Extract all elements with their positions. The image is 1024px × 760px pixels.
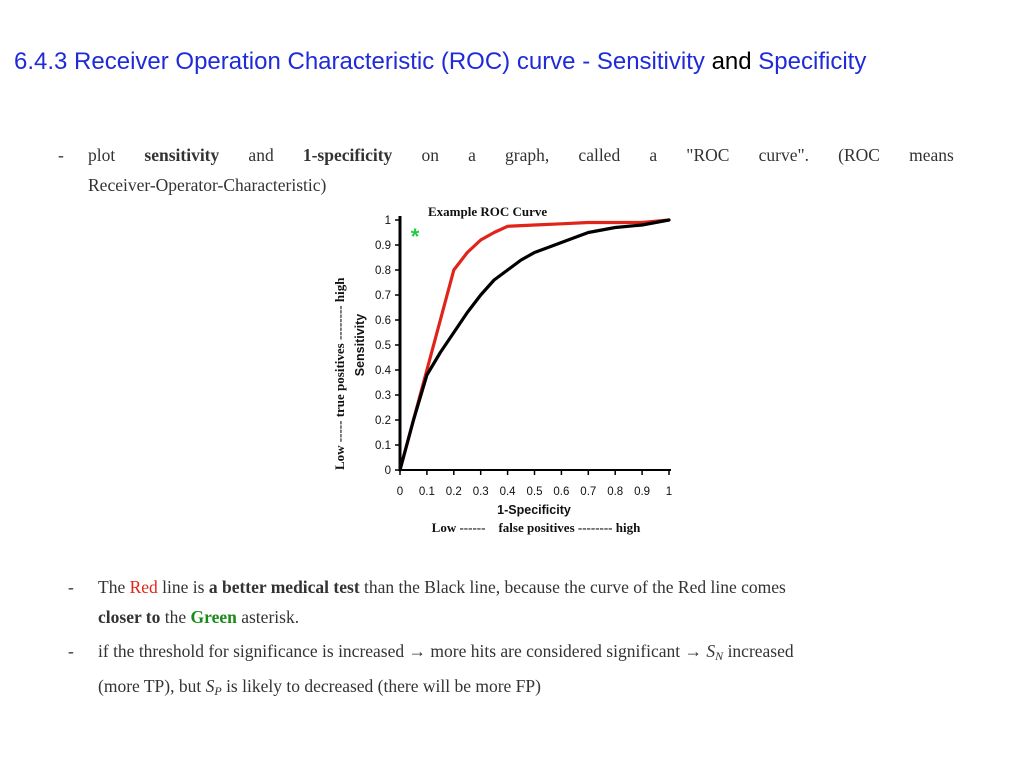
y-tick-label: 0.4 [375,365,392,377]
word: on [421,145,439,165]
y-tick-label: 0.8 [375,265,391,277]
y-tick-label: 1 [385,215,391,227]
word: means [909,145,954,165]
text: is likely to decreased (there will be mo… [221,676,541,696]
bullet-dash: - [68,641,74,661]
word: plot [88,145,116,165]
text: if the threshold for significance is inc… [98,641,409,661]
text: (more TP), but [98,676,206,696]
x-tick-label: 0.2 [446,486,462,498]
y-tick-label: 0 [385,465,391,477]
roc-chart: Example ROC Curve Low ----- true positiv… [332,204,672,535]
bullet-dash: - [68,577,74,597]
title-part-1: 6.4.3 Receiver Operation Characteristic … [14,48,705,75]
sn-subscript: N [715,649,724,663]
sn-symbol: S [706,641,716,661]
sp-symbol: S [205,676,215,696]
bold-text: closer to [98,607,161,627]
y-tick-label: 0.6 [375,315,391,327]
word-bold: sensitivity [144,145,220,165]
green-asterisk-marker: * [411,224,420,249]
text: asterisk. [236,607,300,627]
y-tick-label: 0.5 [375,340,391,352]
y-tick-label: 0.1 [375,440,391,452]
bullet-line-1: plot sensitivity and 1-specificity on a … [88,140,954,170]
y-outer-label: Low ----- true positives -------- high [332,277,347,470]
bullet-text: if the threshold for significance is inc… [98,636,968,706]
chart-title: Example ROC Curve [428,204,547,219]
x-tick-label: 0.5 [527,486,543,498]
word: called [578,145,621,165]
bullet-red-line: - The Red line is a better medical test … [68,572,968,632]
bullet-line-2: Receiver-Operator-Characteristic) [88,175,327,195]
slide-title: 6.4.3 Receiver Operation Characteristic … [14,44,1024,80]
y-tick-label: 0.7 [375,290,391,302]
text: than the Black line, because the curve o… [359,577,786,597]
red-word: Red [129,577,158,597]
text: increased [723,641,794,661]
y-tick-label: 0.2 [375,415,391,427]
word: a [468,145,476,165]
x-tick-label: 0 [397,486,403,498]
word: graph, [505,145,550,165]
x-tick-label: 0.7 [580,486,596,498]
x-tick-label: 0.6 [553,486,569,498]
bullet-threshold: - if the threshold for significance is i… [68,636,968,706]
x-tick-label: 0.8 [607,486,623,498]
x-tick-label: 0.3 [473,486,489,498]
title-part-3: Specificity [758,48,867,75]
y-axis-label: Sensitivity [353,314,367,377]
chart-axes: 0 0.1 0.2 0.3 0.4 0.5 0.6 0.7 0.8 0.9 1 0 0.1 0.2 0.3 0… [375,215,672,498]
text: the [160,607,191,627]
word: curve". [758,145,809,165]
bold-text: a better medical test [208,577,360,597]
x-tick-label: 0.9 [634,486,650,498]
arrow-icon: → [684,641,703,661]
word: "ROC [686,145,730,165]
text: The [98,577,130,597]
bullet-text: The Red line is a better medical test th… [98,572,968,632]
arrow-icon: → [408,641,427,661]
x-tick-label: 0.1 [419,486,435,498]
chart-series [398,218,671,472]
word: (ROC [838,145,880,165]
x-tick-label: 0.4 [500,486,517,498]
x-axis-label: 1-Specificity [497,503,571,517]
text: more hits are considered significant [426,641,685,661]
word: a [649,145,658,165]
word: and [248,145,274,165]
y-tick-label: 0.9 [375,240,391,252]
y-tick-label: 0.3 [375,390,391,402]
red-roc-curve [398,218,671,472]
x-outer-label: Low ------ false positives -------- high [432,520,641,535]
green-word: Green [190,607,237,627]
bullet-dash: - [58,145,64,165]
title-part-2: and [711,48,752,75]
word-bold: 1-specificity [302,145,393,165]
sp-subscript: P [214,684,222,698]
x-tick-label: 1 [666,486,672,498]
black-roc-curve [398,218,671,472]
bullet-roc-definition: - plot sensitivity and 1-specificity on … [58,140,954,200]
text: line is [157,577,209,597]
